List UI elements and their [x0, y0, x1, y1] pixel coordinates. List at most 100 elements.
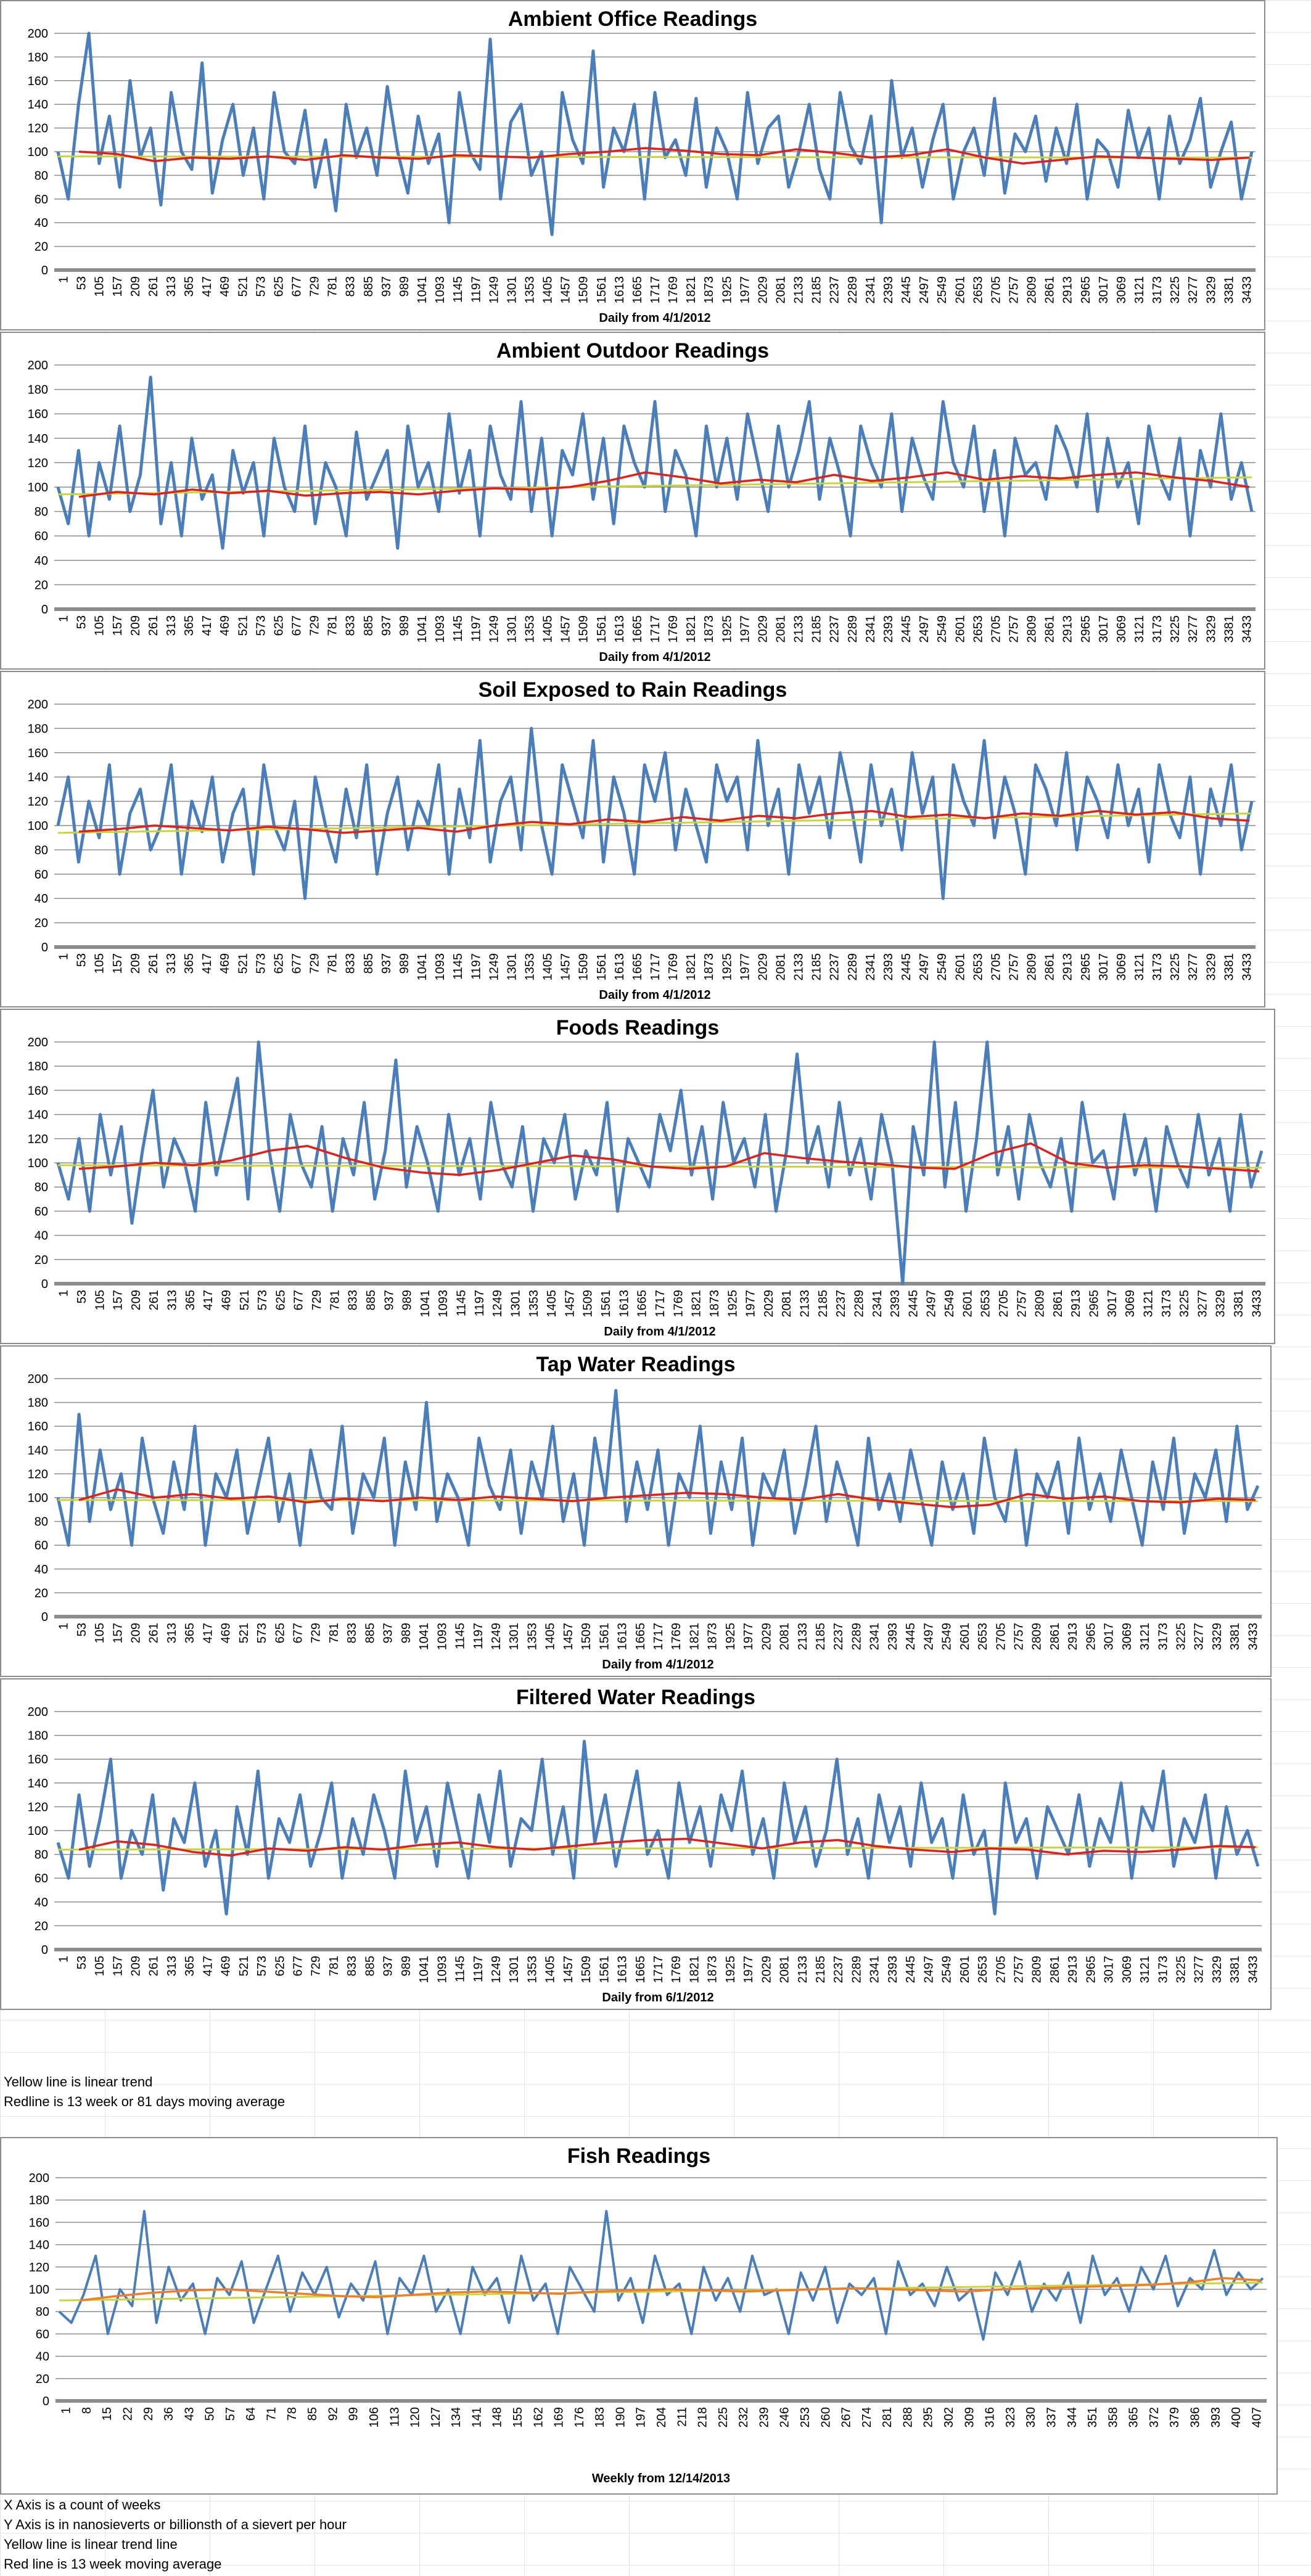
x-tick-label: 1145	[455, 1290, 469, 1316]
x-tick-label: 1925	[720, 953, 734, 981]
chart-soil-exposed-to-rain[interactable]: Soil Exposed to Rain Readings 0 20 40 60 80 10…	[0, 671, 1265, 1007]
x-tick-label: 2029	[756, 615, 770, 643]
chart-svg: Soil Exposed to Rain Readings 0 20 40 60 80 10…	[28, 678, 1256, 1002]
x-tick-label: 209	[129, 1956, 143, 1976]
moving-average-line	[78, 1488, 1256, 1509]
x-tick-label: 218	[696, 2407, 710, 2427]
trend-line	[57, 1846, 1259, 1851]
x-tick-label: 64	[244, 2407, 258, 2421]
x-tick-label: 417	[201, 1956, 215, 1976]
x-tick-label: 2445	[906, 1290, 920, 1318]
x-tick-label: 157	[112, 1290, 125, 1310]
y-tick-label: 0	[41, 1278, 48, 1291]
x-tick-label: 2757	[1007, 276, 1021, 304]
x-tick-label: 937	[380, 953, 393, 974]
y-tick-label: 120	[28, 456, 48, 470]
y-tick-label: 140	[28, 1109, 48, 1122]
y-tick-label: 140	[28, 1777, 48, 1790]
x-tick-label: 833	[345, 1623, 359, 1643]
x-tick-label: 313	[165, 1623, 179, 1643]
x-tick-label: 2393	[882, 615, 895, 643]
x-tick-label: 1665	[636, 1290, 649, 1318]
y-tick-label: 200	[28, 359, 48, 372]
y-tick-label: 40	[35, 892, 48, 906]
x-tick-label: 1197	[469, 276, 483, 303]
y-tick-label: 0	[41, 1610, 48, 1624]
y-tick-label: 80	[36, 2305, 49, 2319]
x-tick-label: 573	[256, 1290, 269, 1310]
x-tick-label: 3069	[1115, 615, 1128, 643]
chart-fish[interactable]: Fish Readings 0 20 40 60 80 100 120 140 160 180 200…	[0, 2137, 1278, 2495]
chart-ambient-office[interactable]: Ambient Office Readings 0 20 40 60 80 100 120 14…	[0, 0, 1265, 330]
x-tick-label: 209	[129, 276, 142, 297]
x-tick-label: 2445	[904, 1956, 918, 1983]
y-tick-label: 100	[28, 1157, 48, 1170]
x-tick-label: 3173	[1151, 953, 1164, 981]
x-tick-label: 225	[717, 2407, 730, 2427]
x-tick-label: 3381	[1222, 615, 1236, 643]
x-tick-label: 2185	[810, 953, 824, 981]
x-tick-label: 1769	[670, 1956, 683, 1983]
x-tick-label: 3433	[1250, 1290, 1264, 1318]
x-tick-label: 3433	[1246, 1956, 1260, 1983]
x-tick-label: 2081	[775, 615, 788, 643]
x-tick-label: 261	[147, 1290, 161, 1310]
y-tick-label: 180	[28, 51, 48, 64]
y-tick-label: 200	[28, 27, 48, 41]
x-tick-label: 3069	[1115, 953, 1128, 981]
chart-foods[interactable]: Foods Readings 0 20 40 60 80 100 120 140 160 180 20…	[0, 1009, 1275, 1344]
x-tick-label: 50	[203, 2407, 217, 2421]
x-axis-title: Daily from 4/1/2012	[599, 988, 710, 1002]
y-tick-label: 60	[36, 2328, 49, 2341]
x-tick-label: 2497	[918, 276, 931, 304]
chart-tap-water[interactable]: Tap Water Readings 0 20 40 60 80 100 120 140 160 1…	[0, 1345, 1272, 1677]
chart-title: Ambient Outdoor Readings	[496, 339, 769, 363]
x-tick-label: 1353	[523, 615, 536, 643]
y-tick-label: 40	[36, 2350, 49, 2364]
chart-ambient-outdoor[interactable]: Ambient Outdoor Readings 0 20 40 60 80 100 120 1…	[0, 332, 1265, 670]
x-tick-label: 2861	[1043, 276, 1057, 304]
x-tick-label: 1353	[525, 1623, 539, 1651]
x-tick-label: 3173	[1156, 1956, 1170, 1983]
x-tick-label: 2341	[871, 1290, 884, 1318]
note-red-average: Red line is 13 week moving average	[4, 2556, 222, 2572]
x-tick-label: 1249	[487, 615, 501, 643]
chart-filtered-water[interactable]: Filtered Water Readings 0 20 40 60 80 100 120 14…	[0, 1678, 1272, 2010]
x-tick-label: 1561	[599, 1290, 613, 1318]
x-tick-label: 313	[165, 953, 178, 974]
chart-title: Tap Water Readings	[536, 1353, 735, 1376]
y-tick-label: 0	[43, 2395, 49, 2408]
x-tick-label: 1	[57, 276, 71, 283]
x-tick-label: 209	[129, 1290, 143, 1310]
x-tick-label: 2445	[900, 615, 913, 643]
y-tick-label: 120	[28, 1800, 48, 1814]
x-tick-label: 2289	[846, 953, 860, 981]
x-tick-label: 2237	[832, 1956, 845, 1983]
x-tick-label: 469	[218, 615, 232, 636]
x-tick-label: 1977	[738, 276, 752, 304]
x-tick-label: 105	[93, 1290, 107, 1310]
x-tick-label: 2965	[1084, 1956, 1098, 1983]
x-tick-label: 288	[901, 2407, 914, 2427]
x-tick-label: 105	[93, 276, 107, 297]
y-tick-label: 100	[28, 481, 48, 494]
x-tick-label: 677	[290, 276, 304, 297]
x-tick-label: 3329	[1214, 1290, 1228, 1318]
x-tick-label: 3433	[1240, 953, 1254, 981]
x-tick-label: 625	[273, 1623, 287, 1643]
x-tick-label: 1509	[580, 1623, 593, 1651]
x-tick-label: 521	[236, 615, 250, 636]
x-tick-label: 1665	[631, 953, 644, 981]
series-line	[58, 2210, 1264, 2341]
x-tick-label: 2913	[1069, 1290, 1083, 1318]
x-tick-label: 989	[401, 1290, 414, 1310]
x-tick-label: 1925	[720, 615, 734, 643]
x-tick-label: 677	[290, 953, 304, 974]
x-tick-label: 2445	[900, 953, 913, 981]
x-tick-label: 2237	[832, 1623, 845, 1651]
x-tick-label: 469	[220, 1956, 233, 1976]
x-tick-label: 313	[166, 1290, 179, 1310]
x-tick-label: 2289	[852, 1290, 866, 1318]
y-tick-label: 160	[28, 408, 48, 421]
x-tick-label: 937	[380, 276, 393, 297]
